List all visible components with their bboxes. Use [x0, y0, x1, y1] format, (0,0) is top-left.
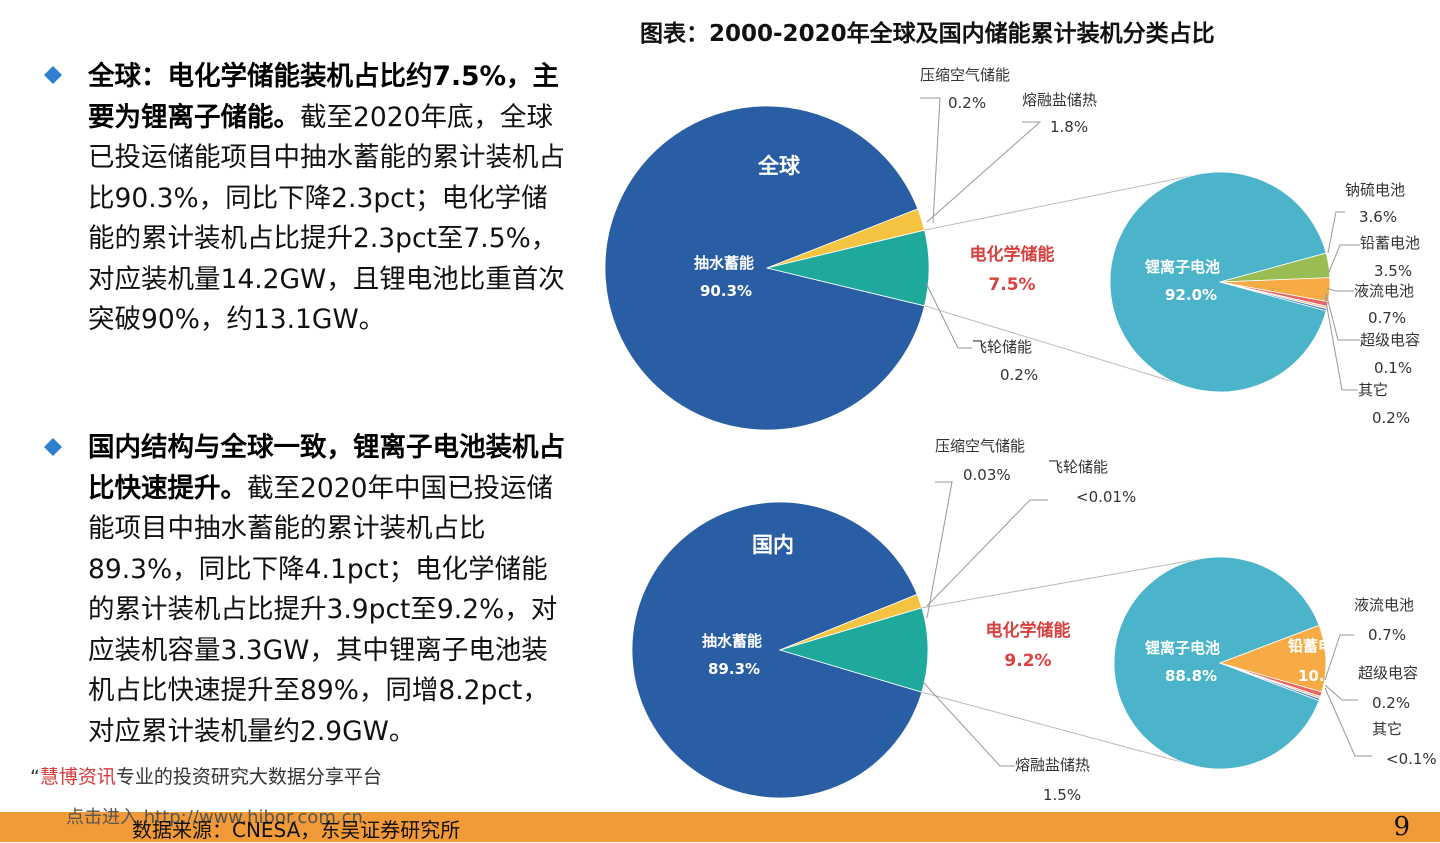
label-sub-液流电池: 液流电池 — [1354, 596, 1414, 614]
pie-slice-li-ion — [1109, 171, 1327, 393]
pie-slice-pumped-hydro — [604, 105, 926, 431]
pie-slice-sub-4 — [1219, 281, 1328, 312]
label-熔融盐储热: 熔融盐储热 — [1022, 91, 1097, 109]
value-sub-其它: 0.2% — [1372, 409, 1410, 427]
value-压缩空气储能: 0.03% — [963, 466, 1011, 484]
footer-bar — [0, 812, 1440, 842]
value-sub-铅蓄电池: 10.2% — [1298, 667, 1350, 685]
leader-line — [926, 481, 953, 619]
leader-line — [925, 282, 972, 349]
leader-line — [1324, 684, 1358, 701]
chart-title: 图表：2000-2020年全球及国内储能累计装机分类占比 — [640, 21, 1215, 47]
watermark-quote: “ — [30, 766, 40, 788]
pie-slice-li-ion — [1113, 556, 1320, 770]
watermark-tagline: 专业的投资研究大数据分享平台 — [115, 766, 382, 788]
diamond-bullet-icon — [44, 438, 62, 456]
bullet-bold-domestic: 国内结构与全球一致，锂离子电池装机占比快速提升。 — [88, 432, 565, 504]
label-飞轮储能: 飞轮储能 — [1048, 458, 1108, 476]
pie-slice-sub-3 — [1219, 662, 1321, 702]
value-压缩空气储能: 0.2% — [948, 94, 986, 112]
value-li-ion: 92.0% — [1165, 286, 1217, 304]
value-pumped-hydro: 90.3% — [700, 282, 752, 300]
label-sub-液流电池: 液流电池 — [1354, 282, 1414, 300]
value-sub-铅蓄电池: 3.5% — [1374, 262, 1412, 280]
watermark-brand: 慧博资讯 — [39, 766, 116, 788]
value-li-ion: 88.8% — [1165, 667, 1217, 685]
footer-source: 数据来源：CNESA，东吴证券研究所 — [132, 818, 461, 842]
bullet-bold-global: 全球：电化学储能装机占比约7.5%，主要为锂离子储能。 — [88, 61, 559, 133]
pie-slice-electrochemical — [778, 607, 929, 693]
label-sub-其它: 其它 — [1372, 720, 1402, 738]
label-li-ion: 锂离子电池 — [1145, 258, 1220, 276]
leader-line — [1327, 211, 1345, 254]
watermark-text: “慧博资讯专业的投资研究大数据分享平台 — [30, 762, 382, 789]
leader-line — [1326, 287, 1354, 292]
connector-line-top — [924, 173, 1201, 231]
region-label: 全球 — [757, 154, 801, 178]
label-pumped-hydro: 抽水蓄能 — [694, 254, 754, 272]
watermark-url[interactable]: 点击进入 http://www.hibor.com.cn — [66, 807, 363, 828]
leader-line — [1324, 634, 1354, 681]
leader-line — [926, 121, 1042, 223]
bullet-body-domestic: 截至2020年中国已投运储能项目中抽水蓄能的累计装机占比89.3%，同比下降4.… — [88, 472, 558, 747]
leader-line — [1324, 295, 1358, 391]
leader-line — [920, 97, 941, 224]
leader-line — [1324, 687, 1372, 757]
label-li-ion: 锂离子电池 — [1145, 639, 1220, 657]
label-electrochemical: 电化学储能 — [970, 244, 1055, 265]
label-electrochemical: 电化学储能 — [986, 620, 1071, 641]
value-飞轮储能: <0.01% — [1076, 488, 1136, 506]
bullet-text-domestic: 国内结构与全球一致，锂离子电池装机占比快速提升。截至2020年中国已投运储能项目… — [88, 428, 568, 752]
leader-line — [1325, 292, 1360, 341]
label-pumped-hydro: 抽水蓄能 — [702, 632, 762, 650]
label-sub-超级电容: 超级电容 — [1358, 664, 1418, 682]
value-electrochemical: 9.2% — [1004, 651, 1051, 671]
connector-line-top — [921, 558, 1201, 609]
value-sub-超级电容: 0.1% — [1374, 359, 1412, 377]
leader-line — [922, 681, 1015, 767]
label-sub-铅蓄电池: 铅蓄电池 — [1360, 234, 1420, 252]
value-sub-其它: <0.1% — [1386, 750, 1437, 768]
pie-slice-pumped-hydro — [631, 501, 923, 799]
label-sub-铅蓄电池: 铅蓄电池 — [1288, 637, 1348, 655]
value-sub-液流电池: 0.7% — [1368, 626, 1406, 644]
bullet-body-global: 截至2020年底，全球已投运储能项目中抽水蓄能的累计装机占比90.3%，同比下降… — [88, 101, 565, 336]
connector-line-bottom — [921, 691, 1201, 768]
value-sub-超级电容: 0.2% — [1372, 694, 1410, 712]
value-sub-钠硫电池: 3.6% — [1359, 208, 1397, 226]
label-sub-超级电容: 超级电容 — [1360, 331, 1420, 349]
value-熔融盐储热: 1.5% — [1043, 786, 1081, 804]
leader-line — [926, 499, 1048, 607]
value-pumped-hydro: 89.3% — [708, 660, 760, 678]
label-压缩空气储能: 压缩空气储能 — [935, 437, 1025, 455]
diamond-bullet-icon — [44, 66, 62, 84]
connector-line-bottom — [924, 305, 1201, 391]
label-sub-其它: 其它 — [1358, 381, 1388, 399]
label-sub-钠硫电池: 钠硫电池 — [1345, 181, 1405, 199]
value-electrochemical: 7.5% — [988, 275, 1035, 295]
bullet-text-global: 全球：电化学储能装机占比约7.5%，主要为锂离子储能。截至2020年底，全球已投… — [88, 57, 568, 341]
region-label: 国内 — [752, 533, 794, 557]
leader-line — [1328, 244, 1360, 273]
label-压缩空气储能: 压缩空气储能 — [920, 66, 1010, 84]
value-sub-液流电池: 0.7% — [1368, 309, 1406, 327]
label-飞轮储能: 飞轮储能 — [972, 338, 1032, 356]
page-number: 9 — [1393, 812, 1410, 842]
value-熔融盐储热: 1.8% — [1050, 118, 1088, 136]
value-飞轮储能: 0.2% — [1000, 366, 1038, 384]
label-熔融盐储热: 熔融盐储热 — [1015, 756, 1090, 774]
